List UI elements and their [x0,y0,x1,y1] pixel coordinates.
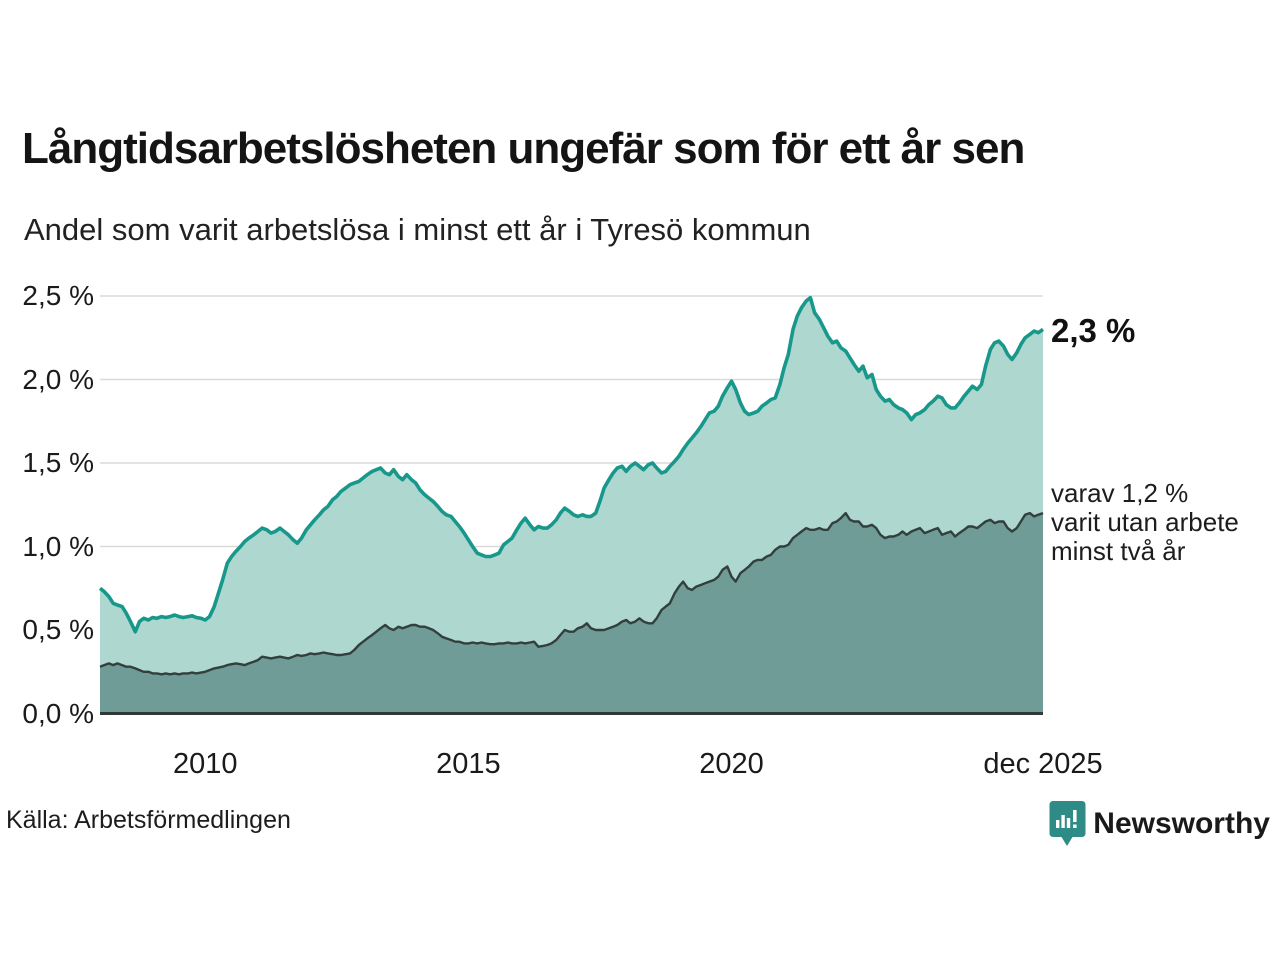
series-min-tva-ar-line [99,511,1044,676]
series-min-tva-ar-area [100,513,1043,714]
chart-subtitle: Andel som varit arbetslösa i minst ett å… [24,212,811,247]
latest-value-label: 2,3 % [1051,312,1136,349]
page-title: Långtidsarbetslösheten ungefär som för e… [22,124,1025,173]
y-tick-label: 0,5 % [22,614,94,645]
x-tick-label: 2020 [699,748,764,780]
y-tick-label: 1,0 % [22,530,94,562]
y-tick-label: 2,5 % [22,280,94,311]
y-tick-label: 1,5 % [22,447,94,478]
newsworthy-branding: Newsworthy [1049,800,1270,855]
newsworthy-wordmark: Newsworthy [1093,807,1270,840]
series-min-ett-ar-line [98,295,1045,634]
y-tick-label: 2,0 % [22,363,94,395]
y-tick-label: 0,0 % [22,697,94,729]
newsworthy-logo-icon [1049,800,1086,855]
x-tick-label: 2010 [172,748,238,780]
x-tick-label: 2015 [436,748,501,780]
secondary-series-note: varav 1,2 % varit utan arbete minst två … [1051,478,1239,566]
source-attribution: Källa: Arbetsförmedlingen [6,806,291,834]
x-tick-label: dec 2025 [983,748,1103,780]
